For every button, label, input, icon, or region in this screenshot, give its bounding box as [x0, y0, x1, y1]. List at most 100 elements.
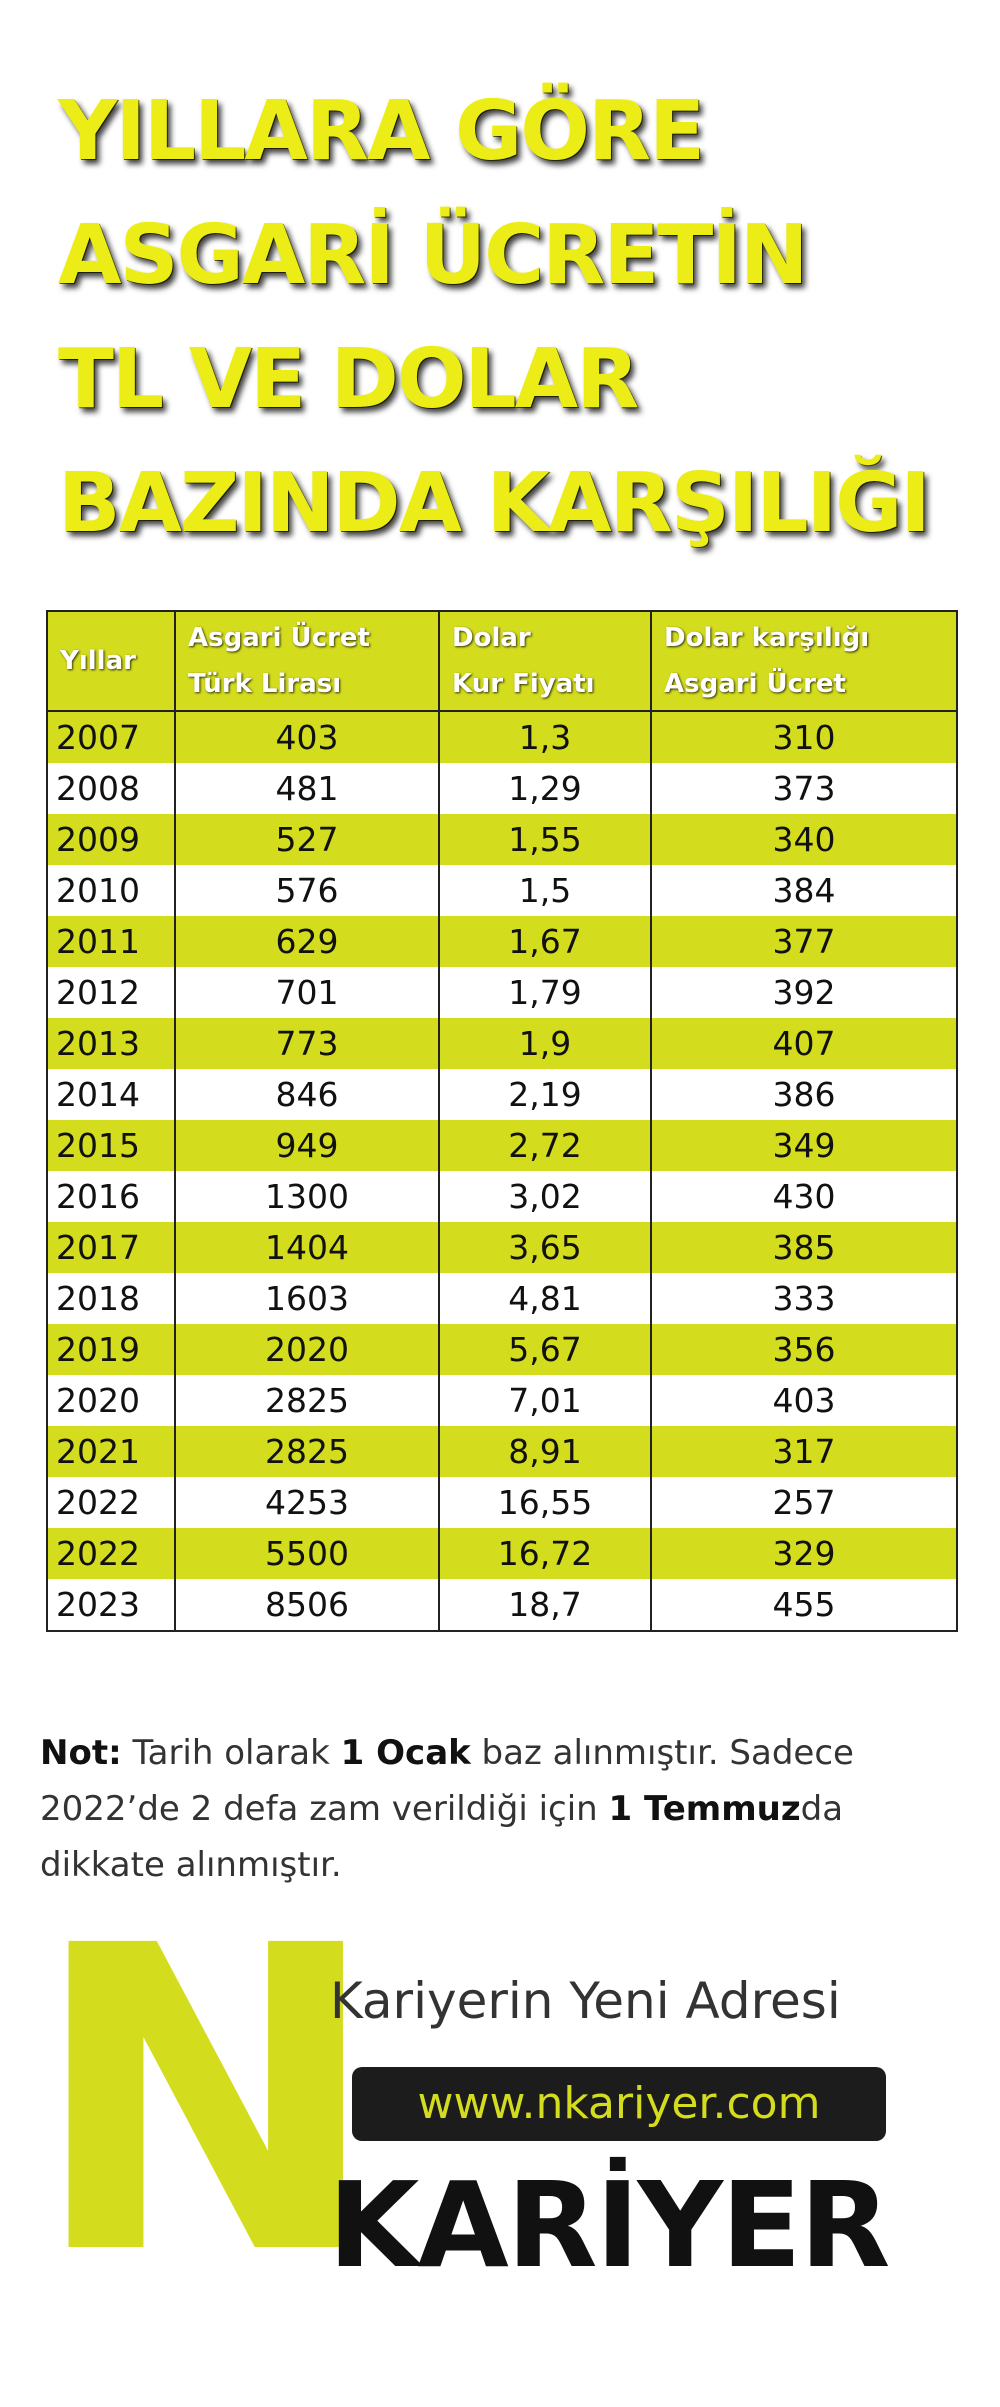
cell-wage-tl: 2825 — [174, 1426, 440, 1477]
cell-dollar-rate: 1,3 — [438, 711, 652, 763]
cell-dollar-rate: 1,9 — [438, 1018, 652, 1069]
cell-year: 2014 — [46, 1069, 176, 1120]
table-row: 2014 846 2,19 386 — [46, 1069, 958, 1120]
table-body: 2007 403 1,3 310 2008 481 1,29 373 2009 527 1,55 34… — [46, 711, 958, 1632]
table-row: 2015 949 2,72 349 — [46, 1120, 958, 1171]
cell-wage-tl: 701 — [174, 967, 440, 1018]
header-years: Yıllar — [46, 610, 176, 712]
cell-wage-usd: 310 — [650, 711, 958, 763]
cell-dollar-rate: 18,7 — [438, 1579, 652, 1632]
cell-year: 2016 — [46, 1171, 176, 1222]
cell-wage-usd: 384 — [650, 865, 958, 916]
note-text-2: baz alınmıştır. Sadece 2022’de 2 defa za… — [40, 1733, 854, 1829]
cell-wage-tl: 949 — [174, 1120, 440, 1171]
cell-year: 2018 — [46, 1273, 176, 1324]
brand-logo-letter: N — [30, 1858, 382, 2347]
cell-year: 2011 — [46, 916, 176, 967]
cell-dollar-rate: 2,72 — [438, 1120, 652, 1171]
cell-wage-usd: 349 — [650, 1120, 958, 1171]
cell-wage-tl: 527 — [174, 814, 440, 865]
cell-dollar-rate: 1,67 — [438, 916, 652, 967]
cell-year: 2017 — [46, 1222, 176, 1273]
cell-wage-usd: 385 — [650, 1222, 958, 1273]
header-wage-tl: Asgari Ücret Türk Lirası — [174, 610, 440, 712]
cell-wage-usd: 356 — [650, 1324, 958, 1375]
cell-wage-usd: 455 — [650, 1579, 958, 1632]
cell-wage-usd: 373 — [650, 763, 958, 814]
note-label: Not: — [40, 1733, 122, 1773]
title-line-3: TL VE DOLAR — [58, 332, 639, 427]
cell-dollar-rate: 3,02 — [438, 1171, 652, 1222]
cell-dollar-rate: 1,79 — [438, 967, 652, 1018]
cell-year: 2023 — [46, 1579, 176, 1632]
header-dollar-rate: Dolar Kur Fiyatı — [438, 610, 652, 712]
cell-wage-usd: 407 — [650, 1018, 958, 1069]
table-row: 2012 701 1,79 392 — [46, 967, 958, 1018]
brand-tagline: Kariyerin Yeni Adresi — [330, 1972, 841, 2030]
cell-wage-usd: 340 — [650, 814, 958, 865]
table-row: 2010 576 1,5 384 — [46, 865, 958, 916]
table-row: 2020 2825 7,01 403 — [46, 1375, 958, 1426]
cell-wage-usd: 403 — [650, 1375, 958, 1426]
note-text-1: Tarih olarak — [121, 1733, 341, 1773]
cell-wage-tl: 576 — [174, 865, 440, 916]
cell-wage-usd: 329 — [650, 1528, 958, 1579]
cell-year: 2019 — [46, 1324, 176, 1375]
cell-year: 2013 — [46, 1018, 176, 1069]
cell-wage-tl: 481 — [174, 763, 440, 814]
website-url[interactable]: www.nkariyer.com — [352, 2067, 886, 2141]
cell-wage-usd: 257 — [650, 1477, 958, 1528]
cell-dollar-rate: 8,91 — [438, 1426, 652, 1477]
cell-year: 2022 — [46, 1477, 176, 1528]
note-bold-1: 1 Ocak — [340, 1733, 471, 1773]
cell-year: 2012 — [46, 967, 176, 1018]
cell-wage-tl: 2825 — [174, 1375, 440, 1426]
cell-dollar-rate: 5,67 — [438, 1324, 652, 1375]
cell-wage-usd: 386 — [650, 1069, 958, 1120]
cell-dollar-rate: 1,29 — [438, 763, 652, 814]
cell-year: 2009 — [46, 814, 176, 865]
note-text-3: da dikkate alınmıştır. — [40, 1789, 844, 1885]
table-row: 2022 4253 16,55 257 — [46, 1477, 958, 1528]
cell-year: 2007 — [46, 711, 176, 763]
note-bold-2: 1 Temmuz — [608, 1789, 801, 1829]
table-row: 2019 2020 5,67 356 — [46, 1324, 958, 1375]
cell-wage-tl: 846 — [174, 1069, 440, 1120]
table-row: 2007 403 1,3 310 — [46, 711, 958, 763]
cell-wage-tl: 773 — [174, 1018, 440, 1069]
cell-wage-tl: 2020 — [174, 1324, 440, 1375]
brand-name: KARİYER — [328, 2156, 890, 2294]
footnote: Not: Tarih olarak 1 Ocak baz alınmıştır.… — [40, 1725, 940, 1893]
cell-dollar-rate: 16,72 — [438, 1528, 652, 1579]
cell-year: 2010 — [46, 865, 176, 916]
cell-wage-tl: 4253 — [174, 1477, 440, 1528]
table-row: 2023 8506 18,7 455 — [46, 1579, 958, 1632]
cell-dollar-rate: 4,81 — [438, 1273, 652, 1324]
cell-wage-tl: 5500 — [174, 1528, 440, 1579]
cell-year: 2022 — [46, 1528, 176, 1579]
table-row: 2021 2825 8,91 317 — [46, 1426, 958, 1477]
cell-year: 2008 — [46, 763, 176, 814]
table-row: 2018 1603 4,81 333 — [46, 1273, 958, 1324]
title-line-4: BAZINDA KARŞILIĞI — [58, 456, 931, 551]
cell-year: 2020 — [46, 1375, 176, 1426]
cell-wage-usd: 392 — [650, 967, 958, 1018]
cell-dollar-rate: 2,19 — [438, 1069, 652, 1120]
cell-wage-usd: 333 — [650, 1273, 958, 1324]
cell-wage-tl: 1300 — [174, 1171, 440, 1222]
table-row: 2017 1404 3,65 385 — [46, 1222, 958, 1273]
table-row: 2011 629 1,67 377 — [46, 916, 958, 967]
table-row: 2009 527 1,55 340 — [46, 814, 958, 865]
page-title: YILLARA GÖRE ASGARİ ÜCRETİN TL VE DOLAR … — [58, 70, 988, 566]
cell-wage-tl: 629 — [174, 916, 440, 967]
table-row: 2022 5500 16,72 329 — [46, 1528, 958, 1579]
cell-dollar-rate: 16,55 — [438, 1477, 652, 1528]
header-wage-usd: Dolar karşılığı Asgari Ücret — [650, 610, 958, 712]
cell-wage-tl: 8506 — [174, 1579, 440, 1632]
cell-year: 2015 — [46, 1120, 176, 1171]
title-line-2: ASGARİ ÜCRETİN — [58, 208, 808, 303]
wage-table: Yıllar Asgari Ücret Türk Lirası Dolar Kur … — [46, 610, 958, 1632]
cell-dollar-rate: 1,55 — [438, 814, 652, 865]
cell-wage-usd: 430 — [650, 1171, 958, 1222]
cell-dollar-rate: 1,5 — [438, 865, 652, 916]
